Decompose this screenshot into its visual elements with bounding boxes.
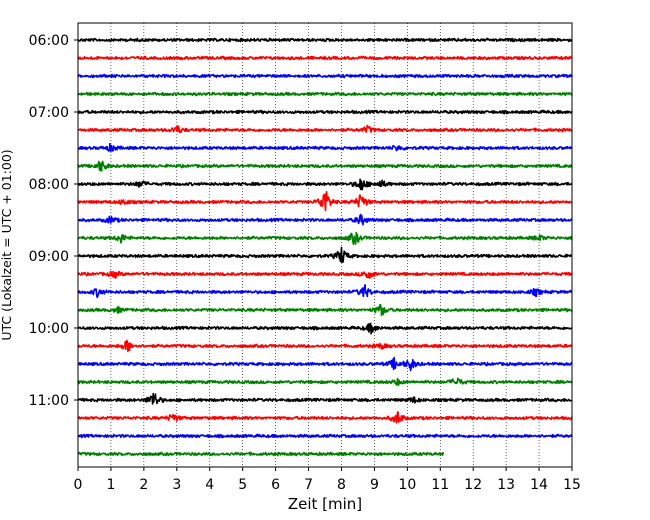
trace-line <box>77 356 573 372</box>
trace-line <box>77 377 573 386</box>
x-axis-ticks: 0 1 2 3 4 5 6 7 8 9 10 11 12 13 14 15 <box>74 467 581 493</box>
trace-line <box>77 284 573 299</box>
x-tick-label: 12 <box>464 477 482 493</box>
trace-line <box>77 339 573 353</box>
grid-lines <box>110 23 540 467</box>
x-tick-label: 9 <box>370 477 379 493</box>
plot-frame <box>77 22 573 468</box>
x-tick-label: 8 <box>337 477 346 493</box>
trace-line <box>77 160 573 172</box>
x-tick-label: 15 <box>563 477 581 493</box>
trace-line <box>77 411 573 424</box>
x-tick-label: 14 <box>530 477 548 493</box>
trace-line <box>77 303 573 317</box>
trace-line <box>77 91 573 97</box>
y-tick-label: 06:00 <box>29 33 69 49</box>
trace-line <box>77 231 573 246</box>
x-tick-label: 7 <box>304 477 313 493</box>
trace-line <box>77 451 445 457</box>
x-tick-label: 5 <box>238 477 247 493</box>
x-tick-label: 3 <box>172 477 181 493</box>
x-tick-label: 11 <box>431 477 449 493</box>
trace-line <box>77 246 573 264</box>
trace-line <box>77 55 573 61</box>
x-tick-label: 13 <box>497 477 515 493</box>
trace-line <box>77 270 573 279</box>
x-tick-label: 6 <box>271 477 280 493</box>
x-tick-label: 1 <box>106 477 115 493</box>
x-axis-label: Zeit [min] <box>288 495 362 513</box>
trace-line <box>77 322 573 335</box>
y-tick-label: 10:00 <box>29 321 69 337</box>
trace-line <box>77 37 573 43</box>
trace-line <box>77 143 573 152</box>
trace-line <box>77 109 573 115</box>
y-tick-label: 07:00 <box>29 105 69 121</box>
trace-line <box>77 73 573 79</box>
seismic-traces <box>77 37 573 457</box>
x-tick-label: 0 <box>74 477 83 493</box>
trace-line <box>77 178 573 191</box>
y-tick-label: 08:00 <box>29 177 69 193</box>
trace-line <box>77 433 573 439</box>
y-axis-label: UTC (Lokalzeit = UTC + 01:00) <box>0 149 14 340</box>
y-tick-label: 11:00 <box>29 393 69 409</box>
trace-line <box>77 124 573 134</box>
trace-line <box>77 392 573 405</box>
x-tick-label: 4 <box>205 477 214 493</box>
x-tick-label: 2 <box>139 477 148 493</box>
y-tick-label: 09:00 <box>29 249 69 265</box>
trace-line <box>77 190 573 212</box>
y-axis-ticks: 06:00 07:00 08:00 09:00 10:00 11:00 <box>29 33 78 409</box>
trace-line <box>77 213 573 226</box>
x-tick-label: 10 <box>398 477 416 493</box>
